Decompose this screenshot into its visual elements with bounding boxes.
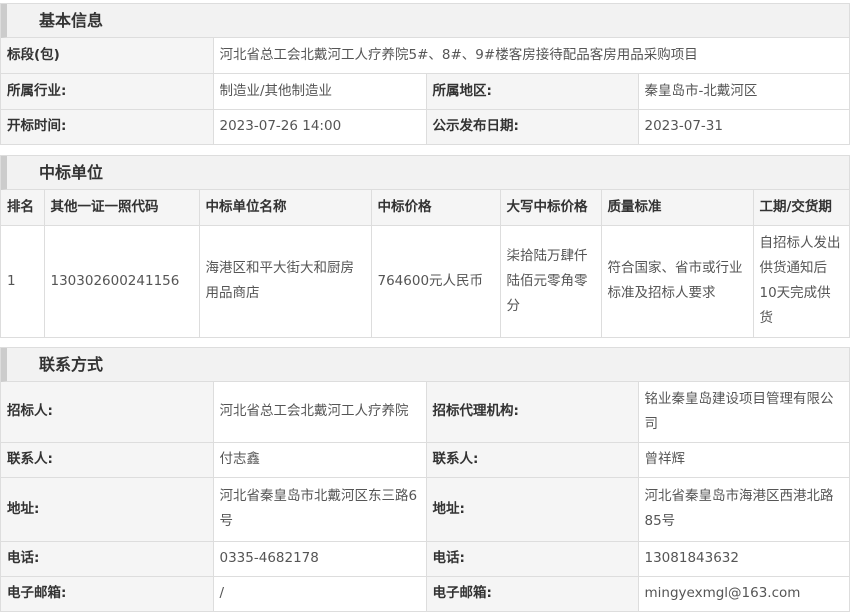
column-header: 工期/交货期: [752, 190, 849, 226]
value: 铭业秦皇岛建设项目管理有限公司: [637, 382, 849, 443]
email-link[interactable]: mingyexmgl@163.com: [637, 575, 849, 611]
value: 河北省总工会北戴河工人疗养院5#、8#、9#楼客房接待配品客房用品采购项目: [212, 38, 849, 74]
label: 标段(包): [1, 38, 214, 74]
label: 招标人:: [1, 382, 214, 443]
value: 秦皇岛市-北戴河区: [637, 72, 849, 110]
winner-section: 中标单位 排名 其他一证一照代码 中标单位名称 中标价格 大写中标价格 质量标准…: [0, 155, 850, 338]
value: 2023-07-26 14:00: [212, 108, 427, 144]
value: 河北省秦皇岛市海港区西港北路85号: [637, 476, 849, 542]
label: 地址:: [425, 476, 639, 542]
contact-section: 联系方式 招标人: 河北省总工会北戴河工人疗养院 招标代理机构: 铭业秦皇岛建设项目管…: [0, 347, 850, 612]
cell: 764600元人民币: [370, 224, 501, 337]
label: 所属地区:: [425, 72, 639, 110]
cell: 自招标人发出供货通知后10天完成供货: [752, 224, 849, 337]
winner-table: 排名 其他一证一照代码 中标单位名称 中标价格 大写中标价格 质量标准 工期/交…: [1, 190, 849, 337]
value: 曾祥辉: [637, 441, 849, 478]
label: 开标时间:: [1, 108, 214, 144]
value: 13081843632: [637, 540, 849, 577]
cell: 柒拾陆万肆仟陆佰元零角零分: [499, 224, 602, 337]
column-header: 其他一证一照代码: [43, 190, 200, 226]
label: 所属行业:: [1, 72, 214, 110]
value: 河北省总工会北戴河工人疗养院: [212, 382, 427, 443]
column-header: 中标价格: [370, 190, 501, 226]
basic-info-section: 基本信息 标段(包) 河北省总工会北戴河工人疗养院5#、8#、9#楼客房接待配品客…: [0, 3, 850, 145]
label: 电子邮箱:: [425, 575, 639, 611]
basic-info-table: 标段(包) 河北省总工会北戴河工人疗养院5#、8#、9#楼客房接待配品客房用品采购…: [1, 38, 849, 144]
label: 联系人:: [425, 441, 639, 478]
cell: 海港区和平大街大和厨房用品商店: [198, 224, 372, 337]
cell: 1: [1, 224, 45, 337]
label: 电子邮箱:: [1, 575, 214, 611]
section-title: 联系方式: [1, 348, 849, 382]
value: 2023-07-31: [637, 108, 849, 144]
column-header: 大写中标价格: [499, 190, 602, 226]
column-header: 中标单位名称: [198, 190, 372, 226]
contact-table: 招标人: 河北省总工会北戴河工人疗养院 招标代理机构: 铭业秦皇岛建设项目管理有限公司…: [1, 382, 849, 611]
value: 制造业/其他制造业: [212, 72, 427, 110]
label: 公示发布日期:: [425, 108, 639, 144]
section-title: 中标单位: [1, 156, 849, 190]
label: 电话:: [1, 540, 214, 577]
section-title: 基本信息: [1, 4, 849, 38]
value: 河北省秦皇岛市北戴河区东三路6号: [212, 476, 427, 542]
label: 地址:: [1, 476, 214, 542]
cell: 130302600241156: [43, 224, 200, 337]
column-header: 质量标准: [600, 190, 754, 226]
label: 招标代理机构:: [425, 382, 639, 443]
column-header: 排名: [1, 190, 45, 226]
value: 付志鑫: [212, 441, 427, 478]
value: /: [212, 575, 427, 611]
label: 联系人:: [1, 441, 214, 478]
value: 0335-4682178: [212, 540, 427, 577]
table-row: 1 130302600241156 海港区和平大街大和厨房用品商店 764600…: [1, 224, 849, 337]
cell: 符合国家、省市或行业标准及招标人要求: [600, 224, 754, 337]
label: 电话:: [425, 540, 639, 577]
